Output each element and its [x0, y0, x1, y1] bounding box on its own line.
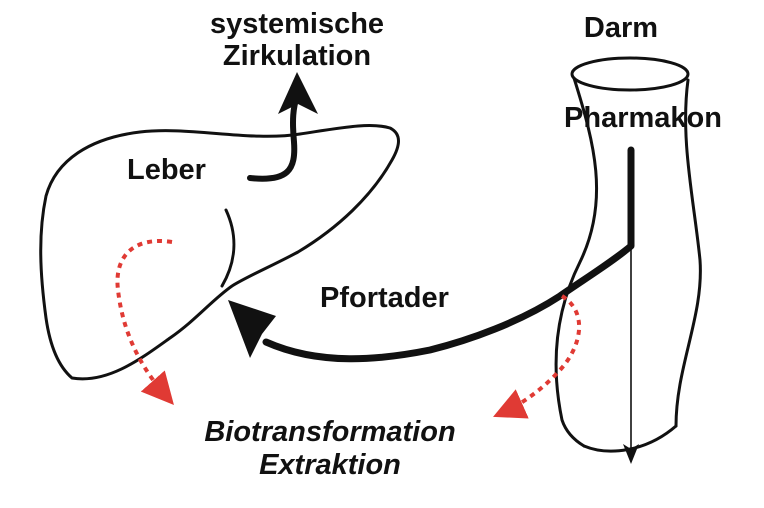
intestine-biotransformation-dotted-arrow: [493, 294, 581, 419]
liver-to-systemic-arrow: [247, 93, 300, 182]
liver-fold-line: [220, 208, 236, 288]
pfortader-label: Pfortader: [320, 282, 449, 314]
intestine-bottom-curve: [582, 424, 678, 453]
portal-vein-arrowhead: [228, 300, 276, 358]
intestine-top-opening: [570, 56, 690, 92]
systemic-arrowhead: [278, 72, 318, 114]
extraktion-label: Extraktion: [259, 449, 401, 481]
liver-outline: [39, 124, 400, 381]
drug-passage-arrowhead: [623, 444, 639, 464]
pharmakon-label: Pharmakon: [564, 102, 722, 134]
leber-label: Leber: [127, 154, 206, 186]
biotransformation-label: Biotransformation: [204, 416, 456, 448]
systemic-circulation-label-line1: systemische: [209, 8, 385, 40]
liver-biotransformation-dotted-arrow: [115, 239, 174, 406]
pharmakon-absorption-path: [262, 146, 635, 363]
darm-label: Darm: [583, 12, 659, 44]
intestine-right-wall: [674, 78, 702, 428]
systemic-circulation-label-line2: Zirkulation: [222, 40, 372, 72]
